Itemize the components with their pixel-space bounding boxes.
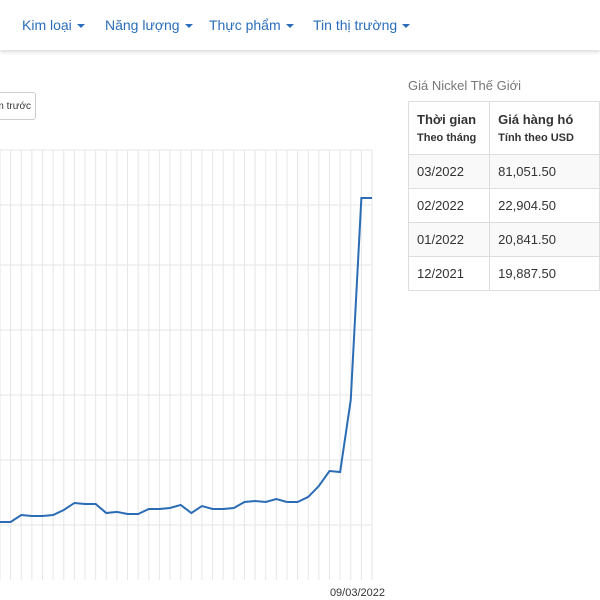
cell: 22,904.50 — [489, 188, 600, 223]
nav-item[interactable]: Tin thị trường — [313, 17, 411, 33]
cell: 20,841.50 — [489, 222, 600, 257]
price-table: Thời gian Theo tháng Giá hàng hó Tính theo… — [407, 101, 600, 291]
nav-item[interactable]: Năng lượng — [105, 17, 193, 33]
cell: 12/2021 — [407, 256, 491, 291]
chart: 09/03/2022 — [0, 149, 385, 599]
cell: 02/2022 — [407, 188, 491, 223]
cell: 01/2022 — [407, 222, 491, 257]
table-title: Giá Nickel Thế Giới — [408, 78, 522, 93]
price-line — [0, 197, 372, 524]
nav-bar: Kim loại Năng lượng Thực phẩm Tin thị tr… — [0, 0, 600, 50]
cell: 81,051.50 — [489, 154, 600, 189]
header-cell: Giá hàng hó Tính theo USD — [489, 101, 600, 155]
nav-item[interactable]: Thực phẩm — [209, 17, 294, 33]
nav-item[interactable]: Kim loại — [22, 17, 85, 33]
cell: 03/2022 — [407, 154, 491, 189]
range-button[interactable]: m trước — [0, 92, 36, 120]
x-tick-label: 09/03/2022 — [330, 587, 385, 599]
header-cell: Thời gian Theo tháng — [407, 101, 491, 155]
cell: 19,887.50 — [489, 256, 600, 291]
